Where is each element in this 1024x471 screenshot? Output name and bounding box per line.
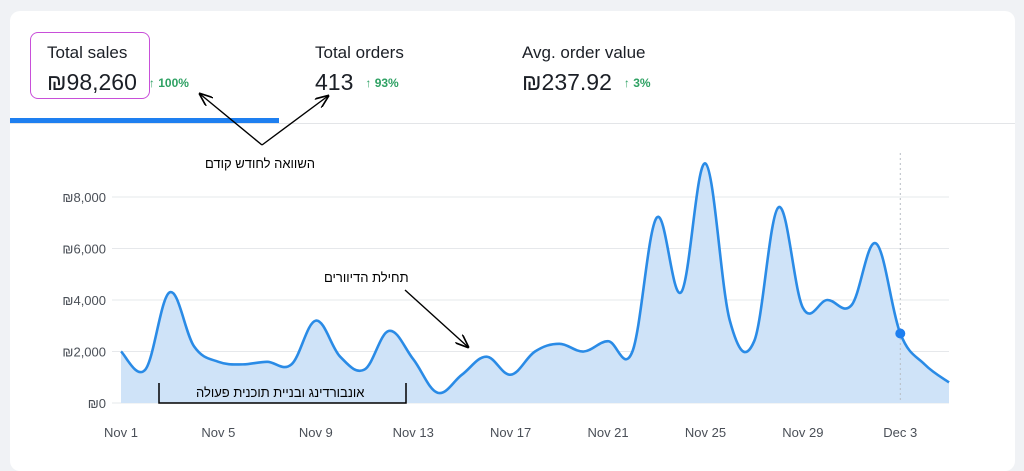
sales-area bbox=[121, 163, 949, 403]
metric-delta: ↑ 100% bbox=[148, 75, 189, 90]
metric-label: Avg. order value bbox=[522, 43, 646, 62]
x-tick-label: Nov 29 bbox=[782, 425, 823, 440]
metric-value: 413 bbox=[315, 69, 354, 95]
annotation-comparison: השוואה לחודש קודם bbox=[205, 156, 316, 171]
header-divider bbox=[10, 123, 1015, 124]
total-sales-highlight bbox=[30, 32, 150, 99]
metric-label: Total sales bbox=[47, 43, 128, 62]
metric-avg-order-value[interactable]: Avg. order value ₪237.92 ↑ 3% bbox=[522, 43, 651, 96]
metric-value: ₪98,260 bbox=[47, 69, 137, 95]
annotation-arrow bbox=[261, 96, 328, 146]
metric-delta: ↑ 3% bbox=[623, 75, 651, 90]
x-tick-label: Nov 21 bbox=[587, 425, 628, 440]
y-tick-label: ₪8,000 bbox=[62, 190, 106, 205]
y-tick-label: ₪0 bbox=[88, 396, 106, 411]
x-tick-label: Nov 25 bbox=[685, 425, 726, 440]
onboarding-bracket bbox=[158, 383, 407, 404]
annotation-arrow bbox=[404, 289, 468, 347]
annotation-residents-start: תחילת הדיוורים bbox=[324, 270, 409, 285]
x-tick-label: Nov 9 bbox=[299, 425, 333, 440]
metric-value: ₪237.92 bbox=[522, 69, 612, 95]
x-tick-label: Nov 5 bbox=[201, 425, 235, 440]
active-tab-indicator bbox=[10, 118, 279, 123]
x-tick-label: Nov 1 bbox=[104, 425, 138, 440]
metric-total-sales[interactable]: Total sales ₪98,260 ↑ 100% bbox=[47, 43, 189, 96]
x-tick-label: Nov 13 bbox=[393, 425, 434, 440]
annotation-onboarding: אונבורדינג ובניית תוכנית פעולה bbox=[196, 385, 365, 400]
highlighted-data-point[interactable] bbox=[895, 328, 906, 339]
y-tick-label: ₪6,000 bbox=[62, 242, 106, 257]
sales-line bbox=[120, 162, 950, 395]
y-tick-label: ₪2,000 bbox=[62, 345, 106, 360]
annotation-arrow bbox=[200, 94, 263, 146]
metric-total-orders[interactable]: Total orders 413 ↑ 93% bbox=[315, 43, 404, 96]
y-tick-label: ₪4,000 bbox=[62, 293, 106, 308]
metric-delta: ↑ 93% bbox=[365, 75, 399, 90]
metric-label: Total orders bbox=[315, 43, 404, 62]
x-tick-label: Nov 17 bbox=[490, 425, 531, 440]
sales-chart: ₪0 ₪2,000 ₪4,000 ₪6,000 ₪8,000 Nov 1 Nov 5 Nov … bbox=[62, 0, 950, 440]
x-tick-label: Dec 3 bbox=[883, 425, 917, 440]
